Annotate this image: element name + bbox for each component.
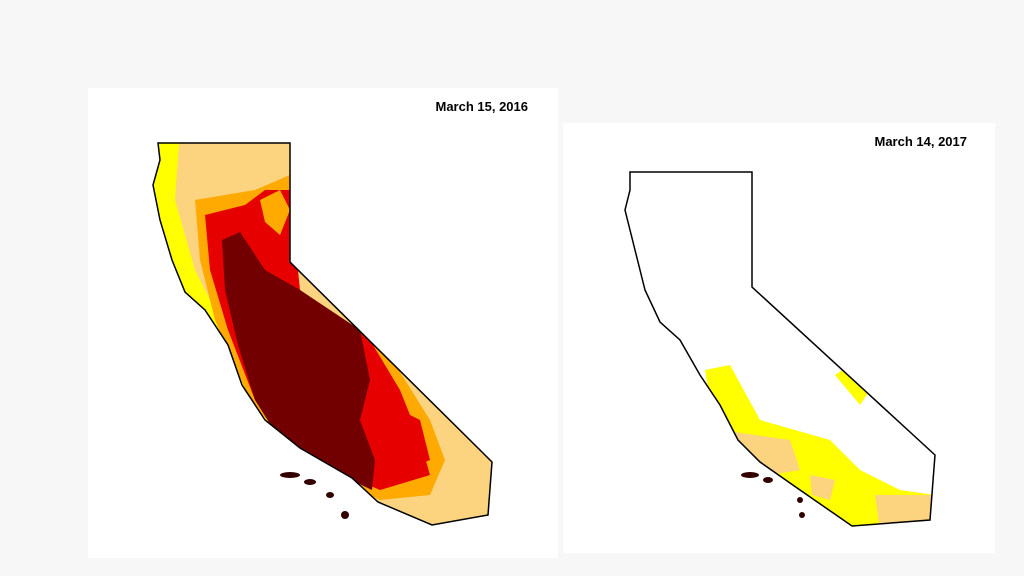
map-date: March 14, 2017: [874, 134, 967, 149]
map-date: March 15, 2016: [435, 99, 528, 114]
state-outline: [624, 171, 936, 527]
islands: [741, 472, 805, 518]
state-outline: [152, 142, 493, 526]
islands: [280, 472, 349, 519]
